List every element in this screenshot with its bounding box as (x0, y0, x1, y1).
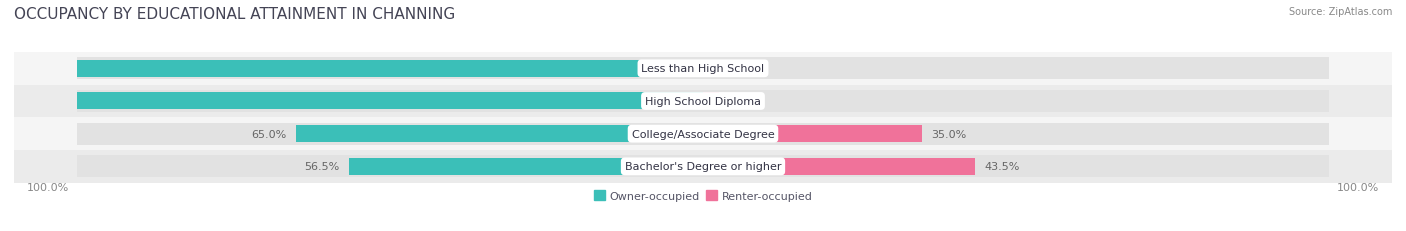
Bar (295, 126, 703, 143)
Legend: Owner-occupied, Renter-occupied: Owner-occupied, Renter-occupied (589, 186, 817, 205)
Bar (14, 118, 1392, 150)
Bar (703, 126, 922, 143)
Bar (703, 158, 976, 175)
Text: OCCUPANCY BY EDUCATIONAL ATTAINMENT IN CHANNING: OCCUPANCY BY EDUCATIONAL ATTAINMENT IN C… (14, 7, 456, 22)
Text: High School Diploma: High School Diploma (645, 97, 761, 106)
Text: 100.0%: 100.0% (644, 97, 690, 106)
Bar (77, 58, 1329, 80)
Bar (703, 93, 718, 110)
Text: 100.0%: 100.0% (27, 182, 69, 192)
Text: 35.0%: 35.0% (932, 129, 967, 139)
Text: Bachelor's Degree or higher: Bachelor's Degree or higher (624, 162, 782, 172)
Bar (77, 123, 1329, 145)
Bar (77, 93, 703, 110)
Text: 100.0%: 100.0% (1337, 182, 1379, 192)
Text: 100.0%: 100.0% (644, 64, 690, 74)
Bar (14, 150, 1392, 183)
Bar (349, 158, 703, 175)
Text: 65.0%: 65.0% (252, 129, 287, 139)
Bar (703, 61, 718, 77)
Bar (14, 53, 1392, 85)
Bar (77, 91, 1329, 112)
Bar (14, 85, 1392, 118)
Text: 56.5%: 56.5% (305, 162, 340, 172)
Text: 43.5%: 43.5% (984, 162, 1021, 172)
Text: Source: ZipAtlas.com: Source: ZipAtlas.com (1288, 7, 1392, 17)
Text: Less than High School: Less than High School (641, 64, 765, 74)
Text: 0.0%: 0.0% (728, 64, 756, 74)
Text: College/Associate Degree: College/Associate Degree (631, 129, 775, 139)
Text: 0.0%: 0.0% (728, 97, 756, 106)
Bar (77, 61, 703, 77)
Bar (77, 155, 1329, 178)
